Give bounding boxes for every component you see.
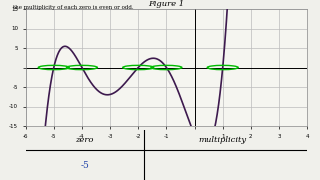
Text: zero: zero <box>76 136 94 144</box>
Text: multiplicity: multiplicity <box>199 136 247 144</box>
Text: -5: -5 <box>80 161 89 170</box>
Text: the multiplicity of each zero is even or odd.: the multiplicity of each zero is even or… <box>13 5 133 10</box>
Title: Figure 1: Figure 1 <box>148 0 184 8</box>
